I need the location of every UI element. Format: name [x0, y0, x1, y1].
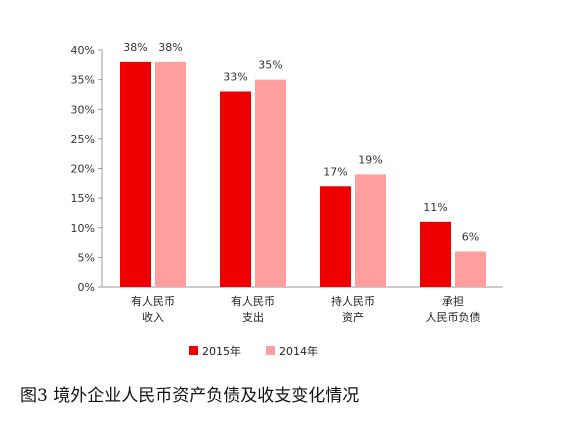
legend-label: 2015年 [202, 344, 241, 358]
data-label: 38% [123, 41, 147, 54]
bar-2015 [420, 221, 451, 287]
y-tick-label: 20% [71, 163, 95, 176]
y-tick-label: 30% [71, 103, 95, 116]
category-label: 持人民币 [331, 294, 375, 308]
bar-chart: 0%5%10%15%20%25%30%35%40% 38%33%17%11%38… [71, 41, 503, 358]
y-tick-label: 35% [71, 74, 95, 87]
y-tick-label: 40% [71, 44, 95, 57]
data-label: 38% [158, 41, 182, 54]
data-label: 33% [223, 70, 247, 83]
legend: 2015年 2014年 [189, 344, 318, 358]
data-label: 19% [358, 153, 382, 166]
bar-2014 [455, 251, 486, 287]
bar-2015 [220, 91, 251, 287]
category-label: 有人民币 [131, 294, 175, 308]
y-tick-label: 10% [71, 222, 95, 235]
data-label: 6% [462, 230, 479, 243]
y-tick-label: 0% [78, 281, 95, 294]
legend-swatch [189, 346, 198, 355]
data-label: 11% [423, 201, 447, 214]
category-label: 人民币负债 [426, 310, 481, 324]
bar-2015 [320, 186, 351, 287]
category-label: 资产 [342, 310, 364, 324]
y-tick-label: 25% [71, 133, 95, 146]
category-label: 有人民币 [231, 294, 275, 308]
category-label: 收入 [142, 310, 164, 324]
bar-2014 [255, 79, 286, 287]
y-tick-label: 5% [78, 251, 95, 264]
bar-2014 [355, 174, 386, 287]
legend-label: 2014年 [279, 344, 318, 358]
bar-2014 [155, 61, 186, 287]
data-label: 17% [323, 165, 347, 178]
data-labels: 38% 33% 17% 11% 38% 35% 19% 6% [123, 41, 479, 244]
y-tick-label: 15% [71, 192, 95, 205]
figure-caption: 图3 境外企业人民币资产负债及收支变化情况 [20, 386, 360, 406]
bars [120, 61, 486, 287]
category-label: 支出 [242, 310, 264, 324]
y-axis-ticks: 0% 5% 10% 15% 20% 25% 30% 35% 40% [71, 44, 102, 294]
category-label: 承担 [442, 294, 464, 308]
data-label: 35% [258, 59, 282, 72]
bar-2015 [120, 61, 151, 287]
legend-swatch [266, 346, 275, 355]
